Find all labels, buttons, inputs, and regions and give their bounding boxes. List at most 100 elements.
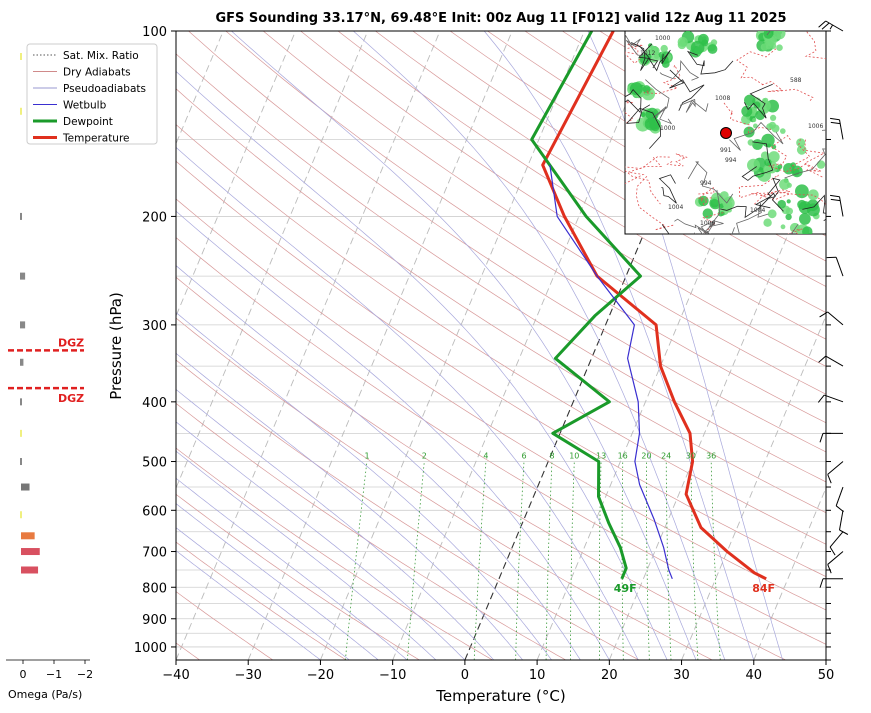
precip-blob xyxy=(753,101,761,109)
barb-staff xyxy=(839,196,844,217)
map-contour xyxy=(802,194,826,222)
y-tick-label: 100 xyxy=(142,25,167,40)
map-contour xyxy=(687,161,734,204)
precip-blob xyxy=(771,124,780,133)
precip-blob xyxy=(707,44,718,54)
map-contour-label: 588 xyxy=(790,77,802,84)
pseudoadiabat xyxy=(176,503,379,660)
dry-adiabat xyxy=(176,402,566,660)
y-tick-label: 800 xyxy=(142,581,167,596)
omega-bar xyxy=(20,429,22,437)
mixing-ratio-label: 13 xyxy=(596,452,606,461)
barb-staff xyxy=(827,311,844,326)
omega-bar xyxy=(21,483,30,491)
map-contour xyxy=(625,33,643,57)
map-thickness-contour xyxy=(625,100,634,104)
precip-blob xyxy=(640,112,646,118)
omega-tick-label: −1 xyxy=(46,668,62,681)
precip-blob xyxy=(770,42,777,50)
barb-flag xyxy=(819,311,828,318)
precip-blob xyxy=(796,138,806,148)
pseudoadiabat xyxy=(176,477,408,660)
x-tick-label: 40 xyxy=(746,668,763,683)
precip-blob xyxy=(786,199,791,204)
barb-staff xyxy=(835,486,844,506)
precip-blob xyxy=(780,224,786,230)
x-tick-label: 10 xyxy=(529,668,546,683)
map-contour xyxy=(686,50,734,75)
x-tick-label: 0 xyxy=(461,668,469,683)
omega-bar xyxy=(21,566,39,574)
mixing-ratio-line xyxy=(646,461,650,660)
y-tick-label: 700 xyxy=(142,546,167,561)
wind-barb xyxy=(830,194,844,217)
omega-bar xyxy=(20,321,26,329)
barb-flag xyxy=(827,474,832,484)
map-contour-label: 1006 xyxy=(808,123,823,130)
precip-blob xyxy=(795,184,809,199)
barb-flag xyxy=(830,194,840,198)
barb-staff xyxy=(829,531,844,548)
pseudoadiabat xyxy=(176,450,437,660)
isotherm xyxy=(0,31,7,660)
legend-label: Sat. Mix. Ratio xyxy=(63,50,139,62)
legend-label: Temperature xyxy=(62,133,130,145)
precip-blob xyxy=(827,208,831,212)
y-tick-label: 400 xyxy=(142,396,167,411)
precip-blob xyxy=(642,85,651,93)
barb-staff xyxy=(839,510,844,531)
precip-blob xyxy=(710,198,719,208)
legend: Sat. Mix. Ratio Dry Adiabats Pseudoadiabat… xyxy=(26,43,158,145)
series-layer xyxy=(530,31,767,581)
pseudoadiabat xyxy=(587,31,784,660)
barb-flag xyxy=(830,198,841,202)
precip-blob xyxy=(773,31,786,40)
barb-flag xyxy=(819,578,824,588)
precip-blob xyxy=(765,43,772,50)
dry-adiabat xyxy=(375,31,826,313)
pseudoadiabat xyxy=(176,146,639,660)
map-contour-label: 1012 xyxy=(640,50,655,57)
map-contour xyxy=(631,42,653,71)
x-tick-label: −20 xyxy=(307,668,334,683)
mixing-ratio-label: 10 xyxy=(569,452,579,461)
barb-flag xyxy=(830,117,840,121)
dry-adiabat xyxy=(176,276,786,660)
dry-adiabat xyxy=(176,198,826,611)
barb-flag xyxy=(818,20,827,28)
map-contour-label: 1004 xyxy=(668,204,683,211)
precip-blob xyxy=(744,94,756,107)
map-contour-label: 1000 xyxy=(660,125,675,132)
barb-staff xyxy=(835,257,844,277)
barb-flag xyxy=(827,564,832,574)
legend-label: Wetbulb xyxy=(63,100,107,112)
dry-adiabat xyxy=(176,88,826,514)
mixing-ratio-line xyxy=(473,461,487,660)
x-tick-label: −30 xyxy=(235,668,262,683)
omega-tick-label: 0 xyxy=(20,668,27,681)
wind-barbs xyxy=(817,20,849,588)
map-thickness-contour xyxy=(698,186,715,206)
precip-blob xyxy=(660,44,668,53)
series-temperature xyxy=(541,31,767,581)
wind-barb xyxy=(827,461,844,484)
barb-staff xyxy=(825,355,844,367)
omega-bar xyxy=(20,212,22,220)
omega-bar xyxy=(20,272,26,280)
precip-blob xyxy=(783,163,795,175)
wind-barb xyxy=(827,551,844,574)
wind-barb xyxy=(829,531,844,556)
barb-staff xyxy=(827,461,844,475)
wind-barb xyxy=(835,486,844,513)
isotherm xyxy=(247,31,513,660)
precip-blob xyxy=(764,158,772,167)
map-contour xyxy=(659,60,700,81)
map-contour xyxy=(679,98,709,113)
map-contour-label: 1000 xyxy=(655,35,670,42)
dry-adiabat xyxy=(262,31,826,395)
precip-blob xyxy=(767,209,777,219)
y-tick-label: 1000 xyxy=(134,641,167,656)
precip-blob xyxy=(741,114,752,125)
x-tick-label: −10 xyxy=(379,668,406,683)
dry-adiabat xyxy=(225,31,826,424)
